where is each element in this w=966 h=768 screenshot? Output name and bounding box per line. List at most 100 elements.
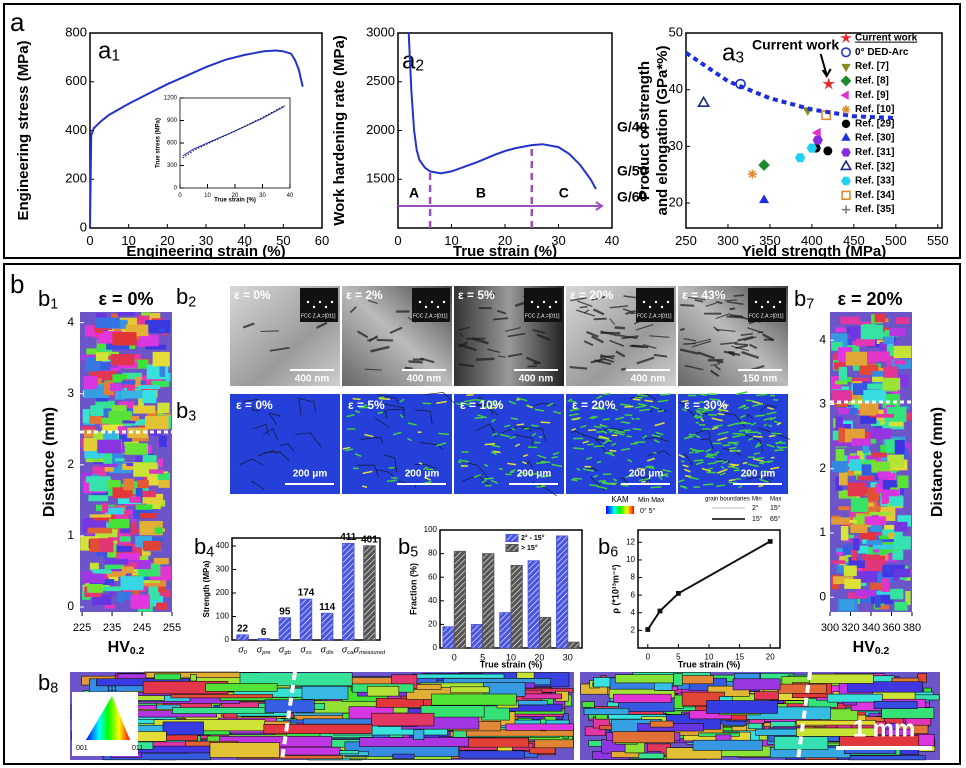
grain bbox=[884, 525, 901, 534]
grain bbox=[97, 439, 122, 454]
kam-strain bbox=[362, 404, 368, 408]
y-tick-label: 1200 bbox=[164, 96, 178, 102]
chart: 0 300 600 900 1200 0 10 20 30 40 True strain (%) Tr… bbox=[156, 94, 296, 210]
kam-strain bbox=[352, 397, 361, 401]
dislocation bbox=[632, 344, 644, 348]
subscript: 2 bbox=[415, 58, 424, 75]
strain-label: ε = 2% bbox=[346, 288, 383, 302]
kam-strain bbox=[362, 470, 373, 475]
grain bbox=[871, 415, 888, 427]
grain bbox=[154, 673, 182, 681]
kam-strain bbox=[568, 413, 579, 417]
grain bbox=[102, 503, 109, 513]
x-axis-label: Yield strength (MPa) bbox=[742, 243, 886, 260]
bar bbox=[363, 545, 376, 641]
subscript: 1 bbox=[50, 296, 58, 312]
kam-strain bbox=[586, 456, 593, 460]
grain bbox=[87, 584, 103, 593]
marker bbox=[806, 143, 818, 153]
dislocation bbox=[459, 363, 474, 368]
kam-strain bbox=[602, 440, 609, 445]
grain bbox=[145, 344, 166, 350]
x-tick-label: 0 bbox=[394, 233, 401, 248]
kam-strain bbox=[706, 455, 715, 459]
grain bbox=[856, 321, 871, 326]
kam-strain bbox=[697, 407, 709, 411]
grain bbox=[96, 313, 107, 320]
kam-strain bbox=[714, 450, 720, 455]
chart: 0 100 200 300 400 Strength (MPa)b4 σ0 22 σpre 6 σg… bbox=[194, 532, 386, 655]
grain bbox=[612, 731, 675, 744]
strain-label: ε = 0% bbox=[234, 288, 271, 302]
dislocation bbox=[727, 300, 744, 306]
grain bbox=[873, 572, 893, 583]
grain bbox=[889, 328, 906, 337]
dislocation bbox=[762, 333, 775, 342]
annotation-arrow bbox=[819, 53, 832, 78]
dislocation bbox=[726, 315, 744, 319]
kam-strain bbox=[760, 460, 770, 465]
marker bbox=[645, 627, 651, 632]
grain bbox=[853, 383, 874, 395]
grain bbox=[862, 559, 885, 571]
kam-strain bbox=[770, 466, 780, 470]
grain-boundary bbox=[415, 409, 433, 425]
kam-strain bbox=[538, 436, 543, 439]
kam-strain bbox=[475, 398, 486, 402]
kam-map: ε = 0% 200 μm bbox=[230, 394, 340, 494]
kam-strain bbox=[601, 429, 608, 434]
kam-strain bbox=[613, 407, 618, 411]
kam-strain bbox=[609, 449, 617, 452]
scale-label: 1 mm bbox=[853, 715, 916, 742]
grain bbox=[835, 416, 843, 431]
legend-title: KAM bbox=[611, 495, 629, 504]
grain bbox=[862, 443, 870, 454]
grain-boundary bbox=[746, 475, 773, 480]
kam-strain bbox=[650, 486, 662, 489]
grain bbox=[117, 553, 140, 565]
kam-strain bbox=[773, 420, 779, 424]
grain bbox=[830, 560, 846, 564]
x-axis-label: HV0.2 bbox=[853, 639, 890, 657]
grain bbox=[614, 674, 674, 684]
grain bbox=[838, 427, 845, 443]
kam-strain bbox=[478, 400, 483, 404]
subscript: 2 bbox=[188, 294, 196, 310]
line bbox=[646, 540, 771, 631]
subscript: 0.2 bbox=[875, 646, 890, 657]
kam-strain bbox=[536, 461, 547, 465]
grain-boundary bbox=[375, 469, 394, 476]
ipf-label: 111 bbox=[107, 686, 118, 693]
grain bbox=[101, 573, 109, 583]
kam-strain bbox=[540, 474, 552, 479]
grain bbox=[855, 338, 876, 347]
legend-label: Ref. [9] bbox=[855, 90, 889, 101]
grain bbox=[894, 360, 907, 365]
grain bbox=[157, 458, 163, 468]
kam-strain bbox=[658, 476, 663, 481]
grain bbox=[894, 536, 911, 550]
grain bbox=[110, 354, 135, 366]
kam-strain bbox=[763, 417, 773, 421]
kam-strain bbox=[600, 424, 608, 428]
kam-strain bbox=[699, 393, 707, 396]
dislocation bbox=[496, 309, 507, 315]
grain bbox=[923, 687, 932, 693]
grain bbox=[122, 463, 143, 470]
kam-strain bbox=[755, 442, 761, 447]
y-axis-label: Distance (mm) bbox=[929, 407, 946, 517]
subscript: cal bbox=[347, 649, 355, 655]
diffraction-spot bbox=[424, 305, 428, 309]
legend-label: > 15° bbox=[521, 544, 538, 552]
subscript: 8 bbox=[50, 680, 58, 696]
grain-boundary bbox=[377, 394, 399, 405]
grain bbox=[102, 430, 120, 443]
grain bbox=[129, 496, 141, 503]
kam-strain bbox=[593, 445, 605, 448]
grain bbox=[104, 465, 114, 472]
grain-boundary bbox=[467, 462, 489, 479]
stage-arrow bbox=[398, 201, 604, 211]
dislocation bbox=[526, 356, 539, 364]
scale-label: 400 nm bbox=[519, 374, 554, 385]
tem-image: FCC Z.A.=[011] ε = 5% 400 nm bbox=[454, 286, 564, 386]
